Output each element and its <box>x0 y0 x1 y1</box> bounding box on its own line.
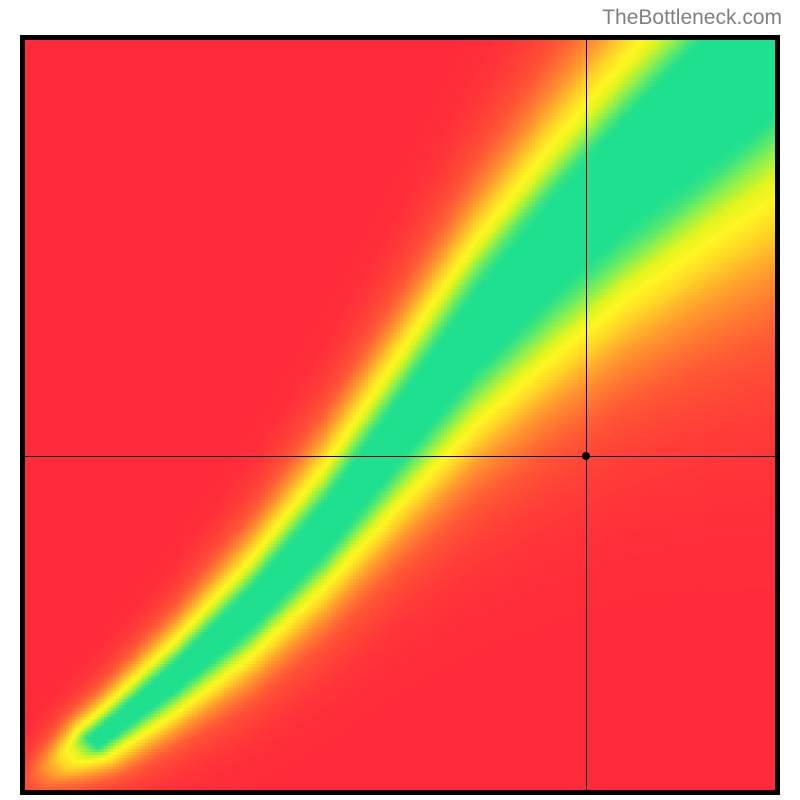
watermark-text: TheBottleneck.com <box>602 6 782 30</box>
heatmap-canvas <box>25 40 775 790</box>
crosshair-vertical <box>586 40 587 790</box>
plot-border <box>20 35 780 795</box>
crosshair-point <box>582 452 590 460</box>
chart-frame: TheBottleneck.com <box>0 0 800 800</box>
plot-inner <box>25 40 775 790</box>
crosshair-horizontal <box>25 456 775 457</box>
